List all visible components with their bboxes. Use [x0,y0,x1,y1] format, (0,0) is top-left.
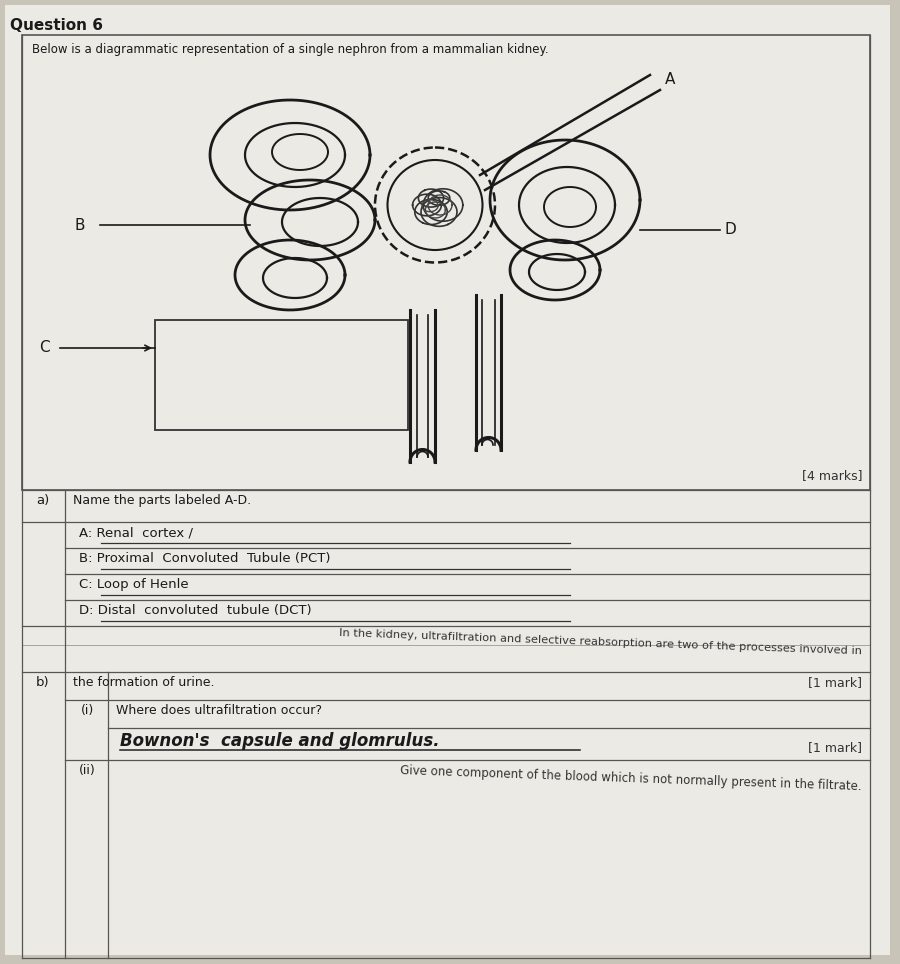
Text: [1 mark]: [1 mark] [808,676,862,689]
Text: C: C [40,340,50,356]
Text: C: Loop of Henle: C: Loop of Henle [79,578,189,591]
Text: Bownon's  capsule and glomrulus.: Bownon's capsule and glomrulus. [120,732,439,750]
Text: Question 6: Question 6 [10,18,103,33]
Text: Below is a diagrammatic representation of a single nephron from a mammalian kidn: Below is a diagrammatic representation o… [32,43,549,56]
Text: D: D [725,223,737,237]
Text: A: Renal  cortex /: A: Renal cortex / [79,526,193,539]
Bar [22,35,870,490]
Text: (i): (i) [80,704,94,717]
Ellipse shape [388,160,482,250]
Text: [1 mark]: [1 mark] [808,741,862,754]
Text: Where does ultrafiltration occur?: Where does ultrafiltration occur? [116,704,322,717]
Text: Name the parts labeled A-D.: Name the parts labeled A-D. [73,494,251,507]
Text: [4 marks]: [4 marks] [802,469,862,482]
Text: B: B [75,218,85,232]
Text: a): a) [36,494,50,507]
Text: b): b) [36,676,50,689]
Text: the formation of urine.: the formation of urine. [73,676,214,689]
Text: Give one component of the blood which is not normally present in the filtrate.: Give one component of the blood which is… [400,764,862,793]
Text: B: Proximal  Convoluted  Tubule (PCT): B: Proximal Convoluted Tubule (PCT) [79,552,330,565]
Text: In the kidney, ultrafiltration and selective reabsorption are two of the process: In the kidney, ultrafiltration and selec… [339,628,862,656]
Bar [155,320,408,430]
Text: (ii): (ii) [78,764,95,777]
Text: A: A [665,72,675,87]
Text: D: Distal  convoluted  tubule (DCT): D: Distal convoluted tubule (DCT) [79,604,311,617]
